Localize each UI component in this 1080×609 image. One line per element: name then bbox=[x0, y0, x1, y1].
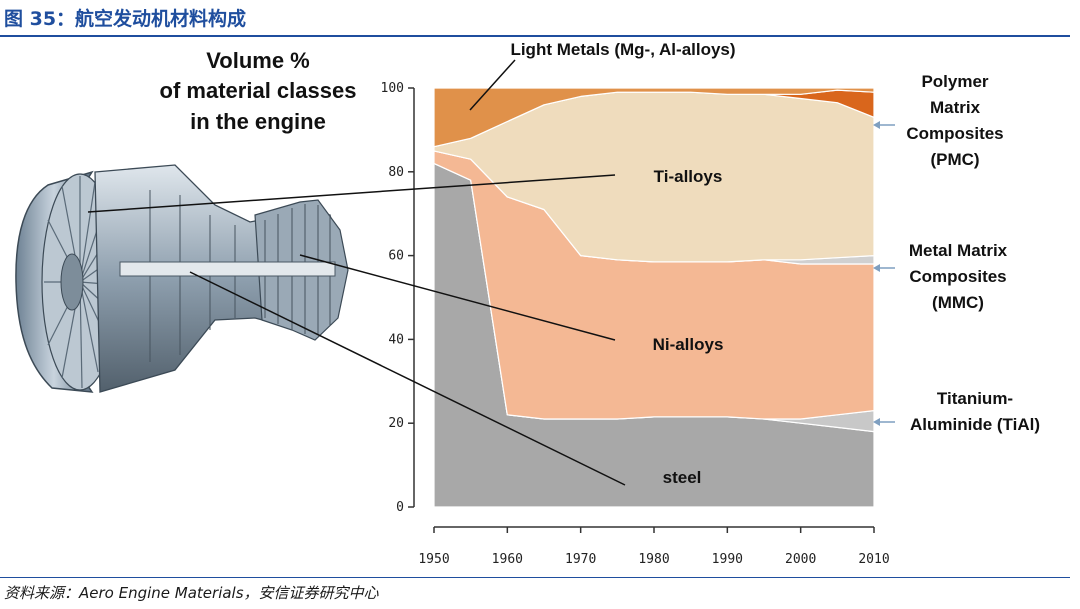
chart-title-line-1: Volume % bbox=[206, 48, 310, 73]
figure-title: 图 35：航空发动机材料构成 bbox=[4, 8, 247, 30]
x-tick-label: 1990 bbox=[712, 552, 743, 567]
pointer-arrowhead bbox=[873, 418, 880, 426]
chart-title-line-3: in the engine bbox=[190, 109, 326, 134]
x-tick-label: 1970 bbox=[565, 552, 596, 567]
leader-line bbox=[87, 174, 616, 213]
leader-line bbox=[189, 271, 626, 486]
title-rule bbox=[0, 35, 1070, 37]
material-area-chart: Volume % of material classes in the engi… bbox=[15, 40, 1040, 567]
plot-area bbox=[433, 87, 875, 508]
label-mmc-3: (MMC) bbox=[932, 293, 984, 312]
label-tial-2: Aluminide (TiAl) bbox=[910, 415, 1040, 434]
x-tick-label: 2010 bbox=[858, 552, 889, 567]
x-tick-label: 1950 bbox=[418, 552, 449, 567]
pointer-arrowhead bbox=[873, 121, 880, 129]
label-tial-1: Titanium- bbox=[937, 389, 1013, 408]
label-steel: steel bbox=[663, 468, 702, 487]
source-rule bbox=[0, 577, 1070, 578]
chart-title-line-2: of material classes bbox=[160, 78, 357, 103]
x-tick-label: 1960 bbox=[492, 552, 523, 567]
leader-line bbox=[299, 254, 616, 341]
label-mmc-2: Composites bbox=[909, 267, 1006, 286]
label-mmc-1: Metal Matrix bbox=[909, 241, 1008, 260]
y-tick-label: 0 bbox=[396, 500, 404, 515]
y-tick-label: 80 bbox=[388, 165, 404, 180]
label-ti-alloys: Ti-alloys bbox=[654, 167, 723, 186]
label-light-metals: Light Metals (Mg-, Al-alloys) bbox=[510, 40, 735, 59]
y-tick-label: 20 bbox=[388, 416, 404, 431]
source-note: 资料来源：Aero Engine Materials，安信证券研究中心 bbox=[4, 584, 379, 602]
y-tick-label: 60 bbox=[388, 249, 404, 264]
x-tick-label: 2000 bbox=[785, 552, 816, 567]
y-tick-label: 40 bbox=[388, 332, 404, 347]
engine-illustration bbox=[15, 164, 349, 393]
leader-line bbox=[469, 59, 516, 111]
leader-lines bbox=[87, 59, 895, 486]
label-pmc-4: (PMC) bbox=[930, 150, 979, 169]
area-light-metals-mg-al-alloys bbox=[433, 87, 875, 148]
x-tick-label: 1980 bbox=[638, 552, 669, 567]
axes: 0 20 40 60 80 100 1950 1960 1970 1980 1990 2000 2010 bbox=[381, 81, 890, 567]
pointer-arrowhead bbox=[873, 264, 880, 272]
y-tick-label: 100 bbox=[381, 81, 404, 96]
label-pmc-1: Polymer bbox=[921, 72, 988, 91]
label-pmc-2: Matrix bbox=[930, 98, 981, 117]
label-pmc-3: Composites bbox=[906, 124, 1003, 143]
label-ni-alloys: Ni-alloys bbox=[653, 335, 724, 354]
